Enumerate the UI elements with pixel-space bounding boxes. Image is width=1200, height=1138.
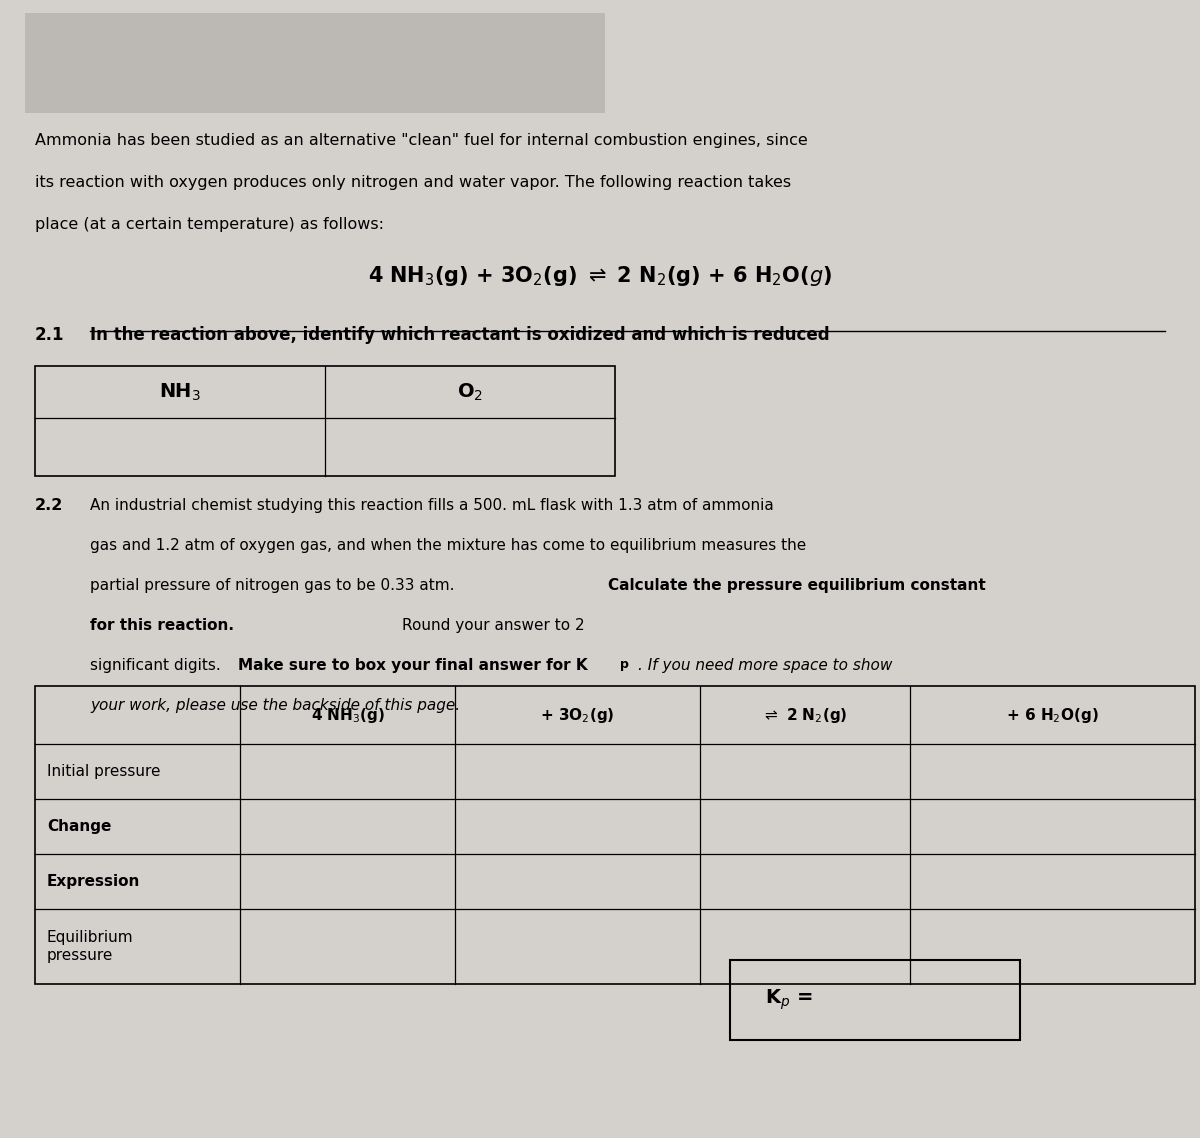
Text: 2.2: 2.2	[35, 498, 64, 513]
Text: An industrial chemist studying this reaction fills a 500. mL flask with 1.3 atm : An industrial chemist studying this reac…	[90, 498, 774, 513]
Bar	[25, 13, 605, 113]
Text: K$_p$ =: K$_p$ =	[766, 988, 812, 1012]
Text: Round your answer to 2: Round your answer to 2	[90, 618, 584, 633]
Text: partial pressure of nitrogen gas to be 0.33 atm.: partial pressure of nitrogen gas to be 0…	[90, 578, 460, 593]
Text: gas and 1.2 atm of oxygen gas, and when the mixture has come to equilibrium meas: gas and 1.2 atm of oxygen gas, and when …	[90, 538, 806, 553]
Text: In the reaction above, identify which reactant is oxidized and which is reduced: In the reaction above, identify which re…	[90, 325, 829, 344]
Text: . If you need more space to show: . If you need more space to show	[638, 658, 893, 673]
Bar	[730, 960, 1020, 1040]
Text: for this reaction.: for this reaction.	[90, 618, 234, 633]
Text: 4 NH$_3$(g): 4 NH$_3$(g)	[311, 706, 384, 725]
Text: Initial pressure: Initial pressure	[47, 764, 161, 780]
Bar	[35, 686, 1195, 984]
Text: your work, please use the backside of this page.: your work, please use the backside of th…	[90, 698, 460, 714]
Text: its reaction with oxygen produces only nitrogen and water vapor. The following r: its reaction with oxygen produces only n…	[35, 175, 791, 190]
Text: Make sure to box your final answer for K: Make sure to box your final answer for K	[238, 658, 588, 673]
Text: Change: Change	[47, 819, 112, 834]
Text: $\rightleftharpoons$ 2 N$_2$(g): $\rightleftharpoons$ 2 N$_2$(g)	[762, 706, 848, 725]
Text: O$_2$: O$_2$	[457, 381, 484, 403]
Text: 2.1: 2.1	[35, 325, 65, 344]
Bar	[35, 366, 616, 476]
Text: 4 NH$_3$(g) + 3O$_2$(g) $\rightleftharpoons$ 2 N$_2$(g) + 6 H$_2$O($g$): 4 NH$_3$(g) + 3O$_2$(g) $\rightleftharpo…	[368, 264, 832, 288]
Text: + 6 H$_2$O(g): + 6 H$_2$O(g)	[1006, 706, 1099, 725]
Text: NH$_3$: NH$_3$	[160, 381, 200, 403]
Text: Expression: Expression	[47, 874, 140, 889]
Text: Equilibrium
pressure: Equilibrium pressure	[47, 930, 133, 963]
Text: significant digits.: significant digits.	[90, 658, 226, 673]
Text: Ammonia has been studied as an alternative "clean" fuel for internal combustion : Ammonia has been studied as an alternati…	[35, 133, 808, 148]
Text: p: p	[620, 658, 629, 671]
Text: Calculate the pressure equilibrium constant: Calculate the pressure equilibrium const…	[608, 578, 985, 593]
Text: + 3O$_2$(g): + 3O$_2$(g)	[540, 706, 614, 725]
Text: place (at a certain temperature) as follows:: place (at a certain temperature) as foll…	[35, 217, 384, 232]
